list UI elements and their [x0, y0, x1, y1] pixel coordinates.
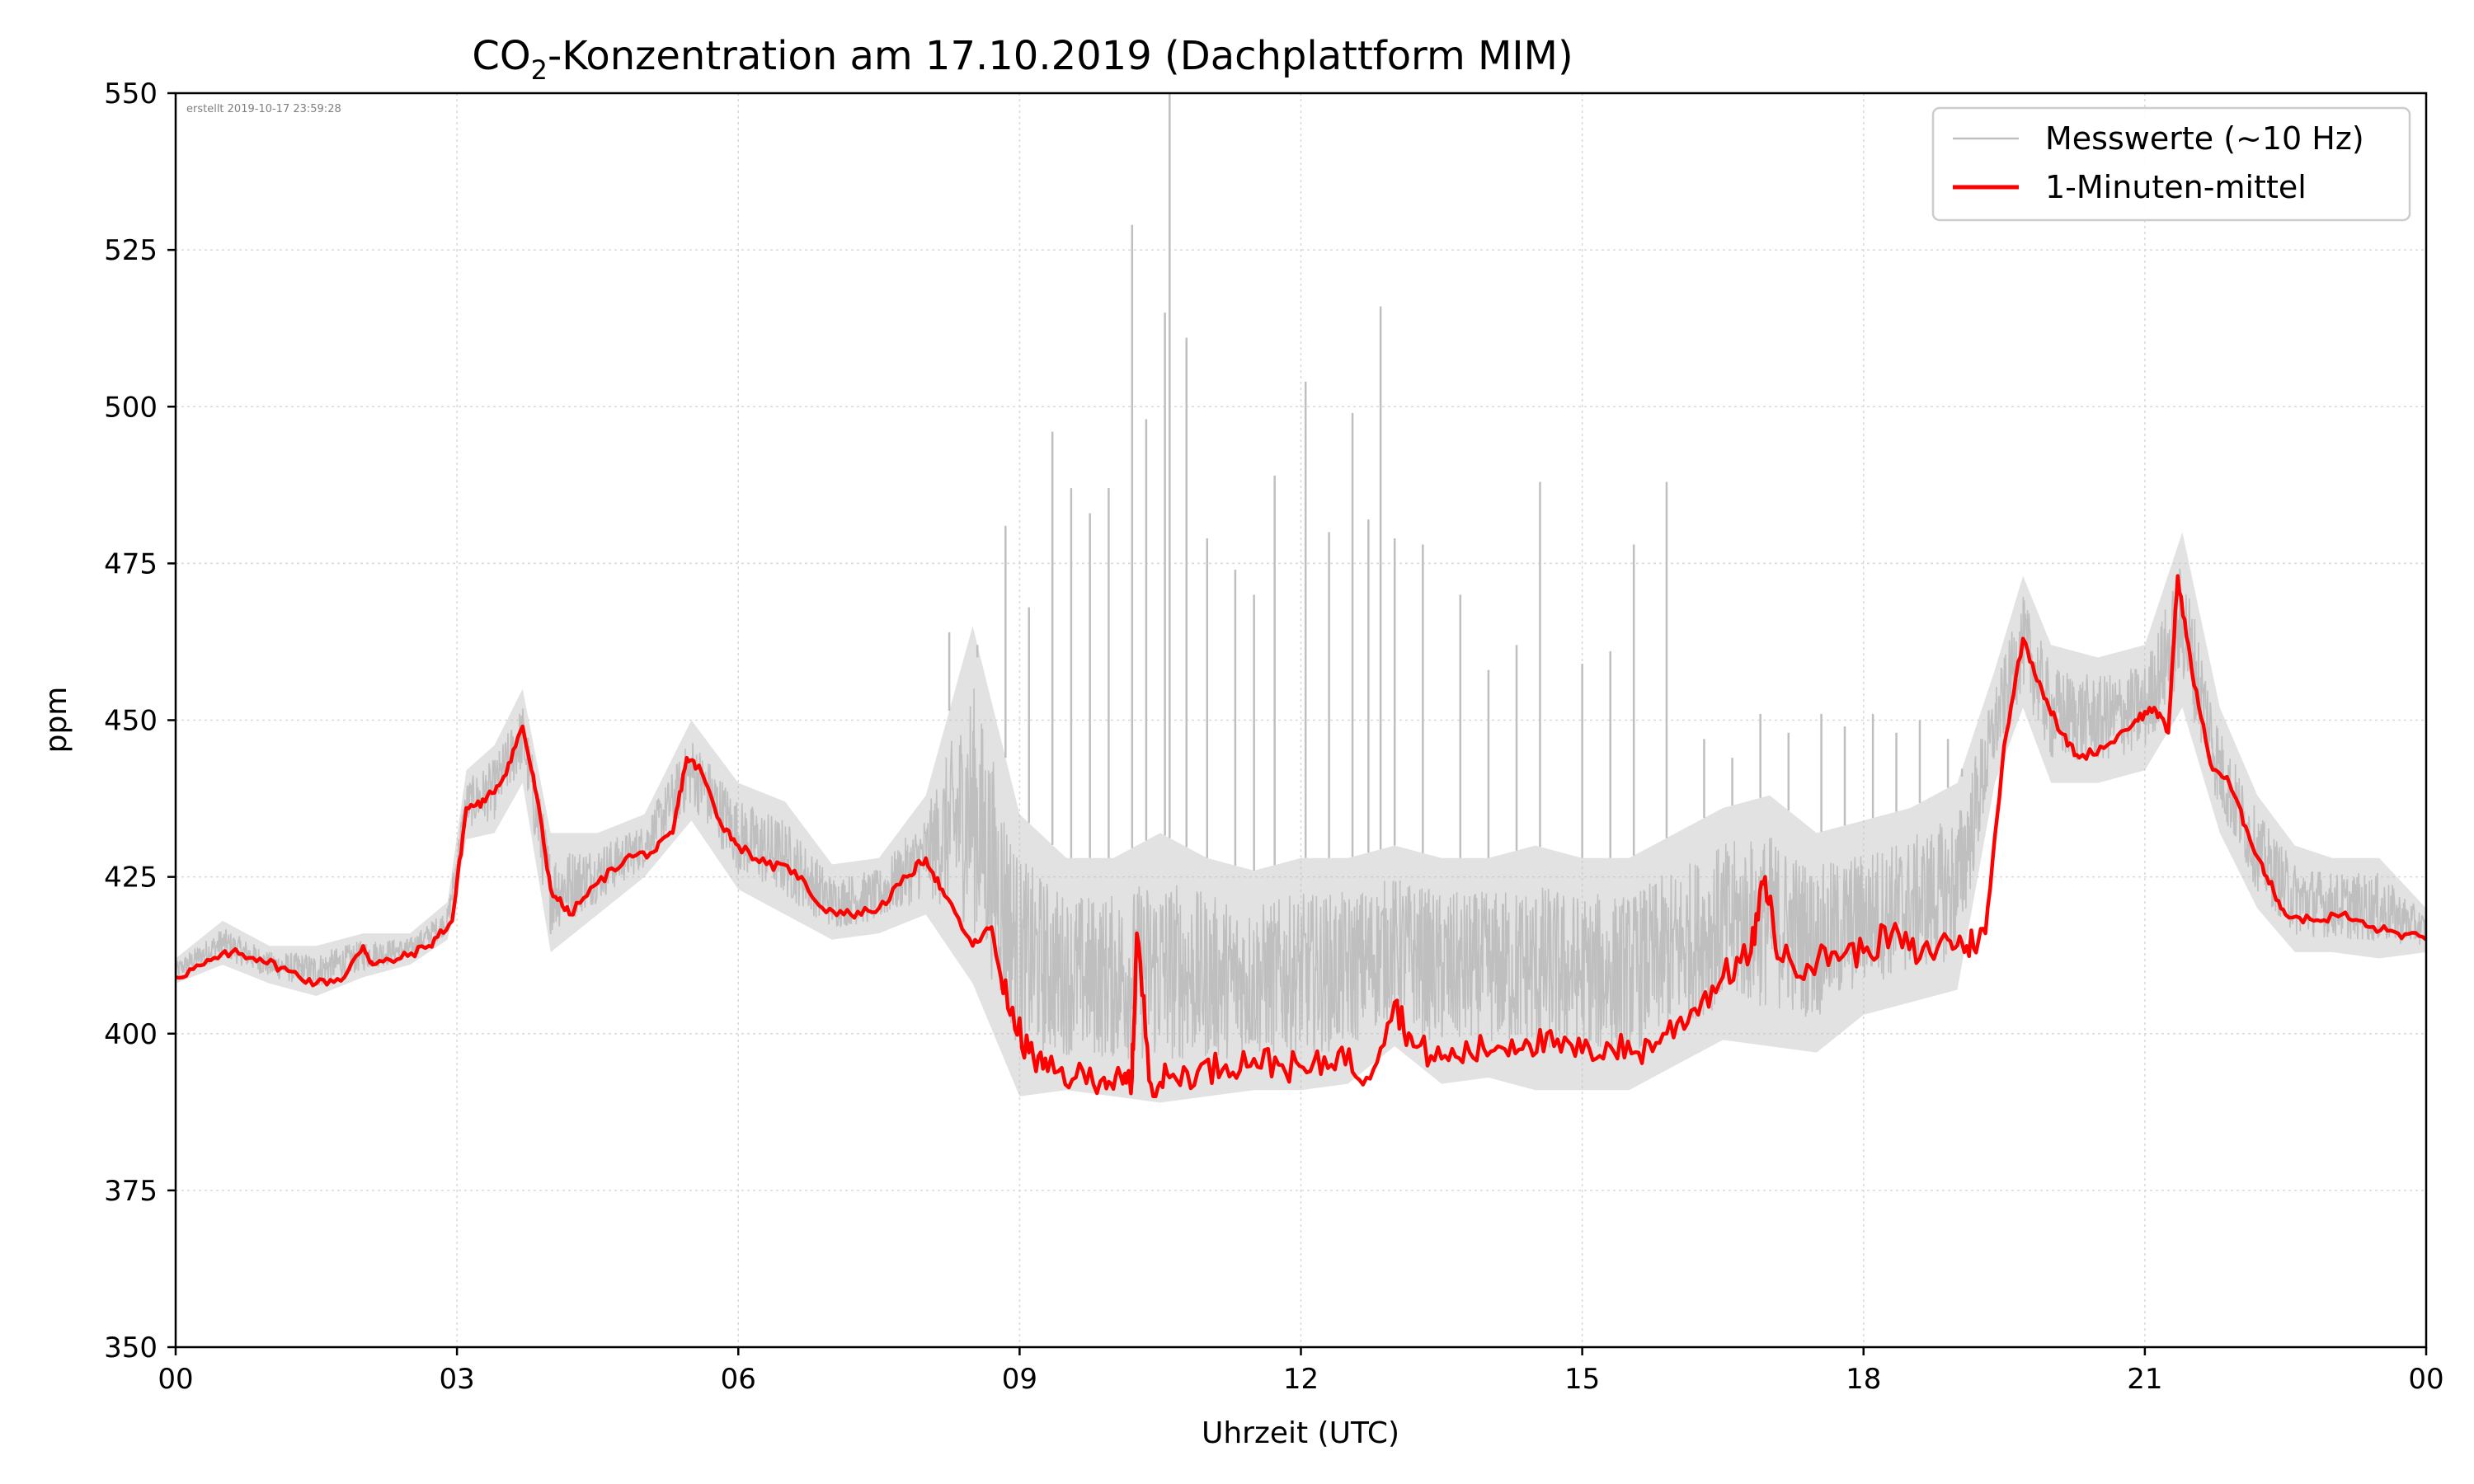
mean-line — [175, 574, 2428, 1099]
chart-title: CO2-Konzentration am 17.10.2019 (Dachpla… — [472, 33, 1573, 86]
y-tick-label: 550 — [104, 77, 158, 110]
y-tick-label: 500 — [104, 391, 158, 424]
x-tick-label: 18 — [1846, 1363, 1881, 1396]
legend-label-mean: 1-Minuten-mittel — [2045, 169, 2307, 205]
x-axis-title: Uhrzeit (UTC) — [1202, 1416, 1399, 1450]
x-tick-label: 12 — [1283, 1363, 1319, 1396]
x-tick-label: 21 — [2127, 1363, 2162, 1396]
measurement-trace — [175, 568, 2427, 1059]
y-axis-title: ppm — [40, 687, 73, 754]
mean-series — [175, 574, 2428, 1099]
grid — [176, 93, 2426, 1347]
x-tick-label: 00 — [2408, 1363, 2443, 1396]
x-tick-label: 09 — [1002, 1363, 1037, 1396]
y-tick-label: 425 — [104, 862, 158, 895]
x-tick-label: 15 — [1564, 1363, 1600, 1396]
x-axis-ticks: 00 03 06 09 12 15 18 21 00 — [158, 1347, 2444, 1396]
legend-label-measurements: Messwerte (~10 Hz) — [2045, 120, 2364, 157]
y-tick-label: 475 — [104, 547, 158, 580]
x-tick-label: 03 — [439, 1363, 474, 1396]
y-axis-ticks: 350 375 400 425 450 475 500 525 550 — [104, 77, 176, 1364]
creation-stamp: erstellt 2019-10-17 23:59:28 — [186, 103, 341, 115]
legend-box — [1931, 106, 2411, 222]
y-tick-label: 375 — [104, 1175, 158, 1208]
y-tick-label: 525 — [104, 234, 158, 267]
y-tick-label: 400 — [104, 1018, 158, 1051]
x-tick-label: 00 — [158, 1363, 193, 1396]
y-tick-label: 350 — [104, 1331, 158, 1364]
legend: Messwerte (~10 Hz) 1-Minuten-mittel — [1931, 106, 2411, 222]
x-tick-label: 06 — [721, 1363, 756, 1396]
y-tick-label: 450 — [104, 705, 158, 738]
measurement-series — [175, 93, 2427, 1103]
